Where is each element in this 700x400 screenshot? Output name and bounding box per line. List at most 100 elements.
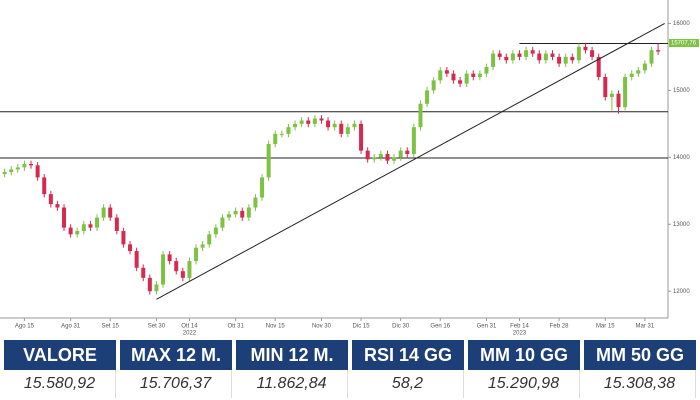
cell-value: 11.862,84 (236, 370, 348, 398)
x-tick-label: Mar 15 (596, 324, 615, 330)
candle-body (15, 167, 20, 170)
candle-body (55, 204, 60, 208)
candle-body (286, 127, 291, 134)
cell-value: 15.290,98 (468, 370, 580, 398)
candle-body (312, 118, 317, 124)
candle-body (273, 133, 278, 144)
candle-body (279, 133, 284, 135)
candle-body (246, 207, 251, 218)
candle-body (240, 210, 245, 218)
candle-body (557, 56, 562, 64)
candle-body (438, 70, 443, 81)
candle-body (444, 70, 449, 74)
candle-body (306, 120, 311, 124)
candle-body (378, 153, 383, 158)
candle-body (299, 120, 304, 124)
candle-body (200, 244, 205, 248)
x-tick-label: Set 30 (148, 324, 166, 330)
y-tick-label: 14000 (673, 155, 690, 161)
candle-body (570, 56, 575, 61)
candle-body (491, 53, 496, 67)
x-tick-label: Dic 30 (392, 324, 410, 330)
candle-body (68, 227, 73, 235)
candle-body (22, 164, 27, 168)
candle-body (372, 157, 377, 160)
candle-body (293, 123, 298, 128)
candle-body (326, 120, 331, 128)
candle-body (583, 46, 588, 51)
candle-body (147, 277, 152, 292)
candle-body (194, 247, 199, 262)
column-header: MAX 12 M. (120, 340, 232, 370)
candle-body (345, 127, 350, 134)
x-tick-label: Feb 28 (550, 324, 569, 330)
column-header: MIN 12 M. (236, 340, 348, 370)
candle-body (319, 118, 324, 121)
candle-body (418, 103, 423, 128)
candle-body (352, 123, 357, 128)
x-tick-label: Nov 15 (266, 324, 286, 330)
candle-body (392, 157, 397, 161)
candle-body (623, 76, 628, 108)
candle-body (537, 53, 542, 61)
candle-body (29, 164, 34, 166)
candle-body (161, 254, 166, 285)
candle-body (603, 76, 608, 98)
candle-body (48, 194, 53, 205)
candle-body (596, 56, 601, 77)
candle-body (530, 50, 535, 54)
candle-body (563, 56, 568, 64)
y-tick-label: 15000 (673, 88, 690, 94)
candle-body (95, 217, 100, 228)
x-tick-label: Nov 30 (312, 324, 332, 330)
candle-body (359, 123, 364, 151)
candle-body (266, 143, 271, 178)
x-tick-label: Mar 31 (636, 324, 655, 330)
candle-body (128, 244, 133, 252)
candle-body (411, 127, 416, 154)
candle-body (464, 73, 469, 84)
candle-body (458, 80, 463, 84)
candle-body (425, 90, 430, 104)
candle-body (629, 73, 634, 77)
candle-body (451, 73, 456, 81)
x-tick-label: Gen 31 (477, 324, 497, 330)
candle-body (524, 50, 529, 57)
candle-body (477, 73, 482, 77)
candle-body (88, 224, 93, 228)
candle-body (108, 207, 113, 218)
cell-value: 15.580,92 (4, 370, 116, 398)
candle-body (504, 56, 509, 61)
year-label: 2023 (513, 331, 527, 337)
candle-body (2, 172, 7, 175)
candle-body (35, 165, 40, 178)
candle-body (339, 123, 344, 134)
y-tick-label: 16000 (673, 21, 690, 27)
candle-body (9, 169, 14, 173)
candle-body (134, 251, 139, 268)
candle-body (471, 73, 476, 77)
candle-body (484, 66, 489, 74)
candle-body (497, 53, 502, 57)
trendline (156, 22, 665, 300)
candle-body (405, 150, 410, 154)
candle-body (616, 93, 621, 108)
candle-body (649, 50, 654, 64)
candle-body (114, 217, 119, 231)
column-header: VALORE (4, 340, 116, 370)
x-tick-label: Ott 14 (181, 324, 198, 330)
x-tick-label: Dic 15 (353, 324, 371, 330)
candle-body (636, 70, 641, 74)
candle-body (154, 284, 159, 292)
candle-body (543, 53, 548, 61)
candle-body (332, 123, 337, 128)
column-header: MM 10 GG (468, 340, 580, 370)
x-tick-label: Ago 31 (61, 324, 81, 330)
x-tick-label: Ago 15 (15, 324, 35, 330)
candle-body (385, 153, 390, 161)
value-row: 15.580,92 15.706,37 11.862,84 58,2 15.290,98… (4, 370, 696, 398)
y-tick-label: 12000 (673, 289, 690, 295)
chart: 12000 13000 14000 15000 16000 Ago 15 Ago 31 Set… (0, 0, 699, 337)
candle-body (75, 230, 80, 235)
candle-body (260, 177, 265, 198)
